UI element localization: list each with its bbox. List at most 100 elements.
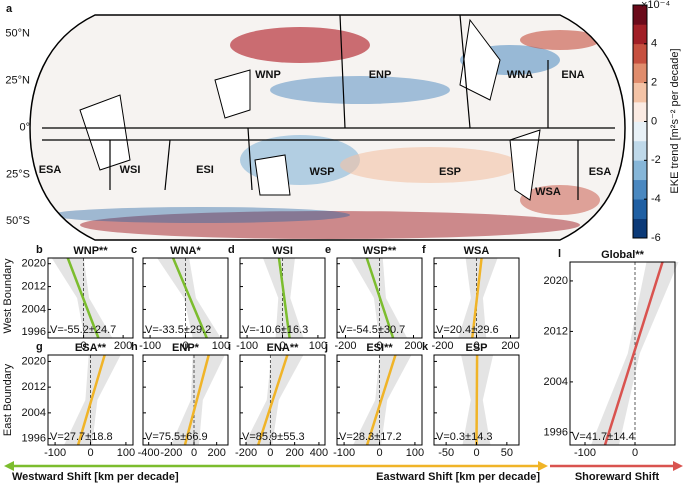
colorbar-tick-label: 2 bbox=[651, 77, 657, 89]
x-tick-label: 0 bbox=[267, 447, 273, 459]
colorbar-swatch bbox=[633, 82, 647, 103]
trend-annotation: V=41.7±14.4 bbox=[572, 431, 635, 443]
x-tick-label: -200 bbox=[431, 340, 453, 352]
x-tick-label: 0 bbox=[182, 340, 188, 352]
region-label: WSP bbox=[309, 166, 334, 178]
colorbar-tick-label: 4 bbox=[651, 38, 657, 50]
panel-letter: h bbox=[131, 341, 138, 353]
x-tick-label: 200 bbox=[501, 340, 519, 352]
trend-annotation: V=0.3±14.3 bbox=[436, 431, 493, 443]
map-field bbox=[30, 15, 625, 240]
x-tick-label: 0 bbox=[473, 340, 479, 352]
y-tick-label: 2020 bbox=[544, 275, 568, 287]
x-tick-label: 200 bbox=[404, 340, 422, 352]
panel-title: WNP** bbox=[73, 245, 108, 257]
colorbar-swatch bbox=[633, 5, 647, 25]
arrow-label: Westward Shift [km per decade] bbox=[12, 471, 179, 483]
panel-title: ESI** bbox=[366, 342, 393, 354]
x-tick-label: -100 bbox=[574, 447, 596, 459]
x-tick-label: -400 bbox=[138, 447, 160, 459]
region-label: ESI bbox=[196, 164, 214, 176]
axes-frame bbox=[569, 261, 676, 446]
x-tick-label: 50 bbox=[501, 447, 513, 459]
x-tick-label: -100 bbox=[236, 340, 258, 352]
x-tick-label: -200 bbox=[160, 447, 182, 459]
y-tick-label: 2012 bbox=[22, 381, 46, 393]
x-tick-label: 100 bbox=[117, 447, 135, 459]
trend-annotation: V=75.5±66.9 bbox=[145, 431, 208, 443]
trend-annotation: V=-33.5±29.2 bbox=[145, 324, 211, 336]
x-tick-label: 100 bbox=[406, 447, 424, 459]
colorbar-swatch bbox=[633, 199, 647, 219]
panel-letter: c bbox=[131, 244, 137, 256]
panel-title: ESP bbox=[465, 342, 487, 354]
y-tick-label: 2020 bbox=[22, 258, 46, 270]
panel-letter: d bbox=[228, 244, 235, 256]
trend-line bbox=[471, 257, 483, 339]
colorbar-tick-label: -2 bbox=[651, 154, 661, 166]
x-tick-label: 0 bbox=[376, 340, 382, 352]
trend-line bbox=[66, 257, 100, 339]
region-label: WSA bbox=[535, 186, 561, 198]
colorbar-tick-label: -4 bbox=[651, 193, 661, 205]
panel-title: WSP** bbox=[363, 245, 397, 257]
x-tick-label: -100 bbox=[139, 340, 161, 352]
panel-letter: l bbox=[558, 248, 561, 260]
colorbar-swatch bbox=[633, 160, 647, 181]
x-tick-label: 400 bbox=[310, 447, 328, 459]
y-tick-label: 2004 bbox=[22, 303, 46, 315]
region-label: WNA bbox=[507, 69, 533, 81]
colorbar-swatch bbox=[633, 24, 647, 45]
colorbar-swatch bbox=[633, 140, 647, 161]
trend-annotation: V=-54.5±30.7 bbox=[339, 324, 405, 336]
x-tick-label: 0 bbox=[279, 340, 285, 352]
y-tick-label: 2020 bbox=[22, 355, 46, 367]
colorbar-tick-label: 0 bbox=[651, 115, 657, 127]
y-tick-label: 2004 bbox=[22, 407, 46, 419]
colorbar-tick-label: -6 bbox=[651, 232, 661, 244]
panel-title: WSA bbox=[464, 245, 490, 257]
trend-line bbox=[257, 354, 289, 446]
x-tick-label: 100 bbox=[309, 340, 327, 352]
lat-label: 50°S bbox=[6, 215, 30, 227]
panel-letter: e bbox=[325, 244, 331, 256]
region-label: ESA bbox=[39, 164, 62, 176]
panel-title: ENA** bbox=[267, 342, 300, 354]
axes-frame bbox=[239, 354, 326, 446]
arrow-label: Shoreward Shift bbox=[575, 471, 660, 483]
axes-frame bbox=[142, 354, 229, 446]
region-label: ENA bbox=[561, 69, 584, 81]
x-tick-label: -200 bbox=[334, 340, 356, 352]
row-label: West Boundary bbox=[2, 258, 14, 334]
region-boundaries bbox=[42, 14, 615, 200]
region-label: ESA bbox=[589, 166, 612, 178]
trend-annotation: V=85.9±55.3 bbox=[242, 431, 305, 443]
colorbar-swatch bbox=[633, 102, 647, 122]
x-tick-label: -50 bbox=[438, 447, 454, 459]
trend-line bbox=[171, 257, 208, 339]
y-tick-label: 2012 bbox=[544, 325, 568, 337]
y-tick-label: 2012 bbox=[22, 280, 46, 292]
panel-title: Global** bbox=[601, 249, 645, 261]
arrow-head bbox=[538, 461, 548, 471]
trend-annotation: V=27.7±18.8 bbox=[50, 431, 113, 443]
region-label: ESP bbox=[439, 166, 461, 178]
trend-line bbox=[76, 354, 106, 446]
lat-label: 0° bbox=[19, 121, 30, 133]
region-label: WSI bbox=[120, 164, 141, 176]
trend-line bbox=[603, 261, 664, 446]
x-tick-label: 200 bbox=[285, 447, 303, 459]
colorbar-swatch bbox=[633, 63, 647, 83]
x-tick-label: 200 bbox=[207, 447, 225, 459]
panel-letter: k bbox=[422, 341, 429, 353]
x-tick-label: -200 bbox=[235, 447, 257, 459]
arrow-label: Eastward Shift [km per decade] bbox=[376, 471, 540, 483]
map-outline bbox=[29, 14, 626, 241]
region-label: ENP bbox=[369, 69, 392, 81]
trend-line bbox=[365, 257, 395, 339]
row-label: East Boundary bbox=[2, 363, 14, 436]
panel-letter: b bbox=[36, 244, 43, 256]
x-tick-label: 0 bbox=[376, 447, 382, 459]
